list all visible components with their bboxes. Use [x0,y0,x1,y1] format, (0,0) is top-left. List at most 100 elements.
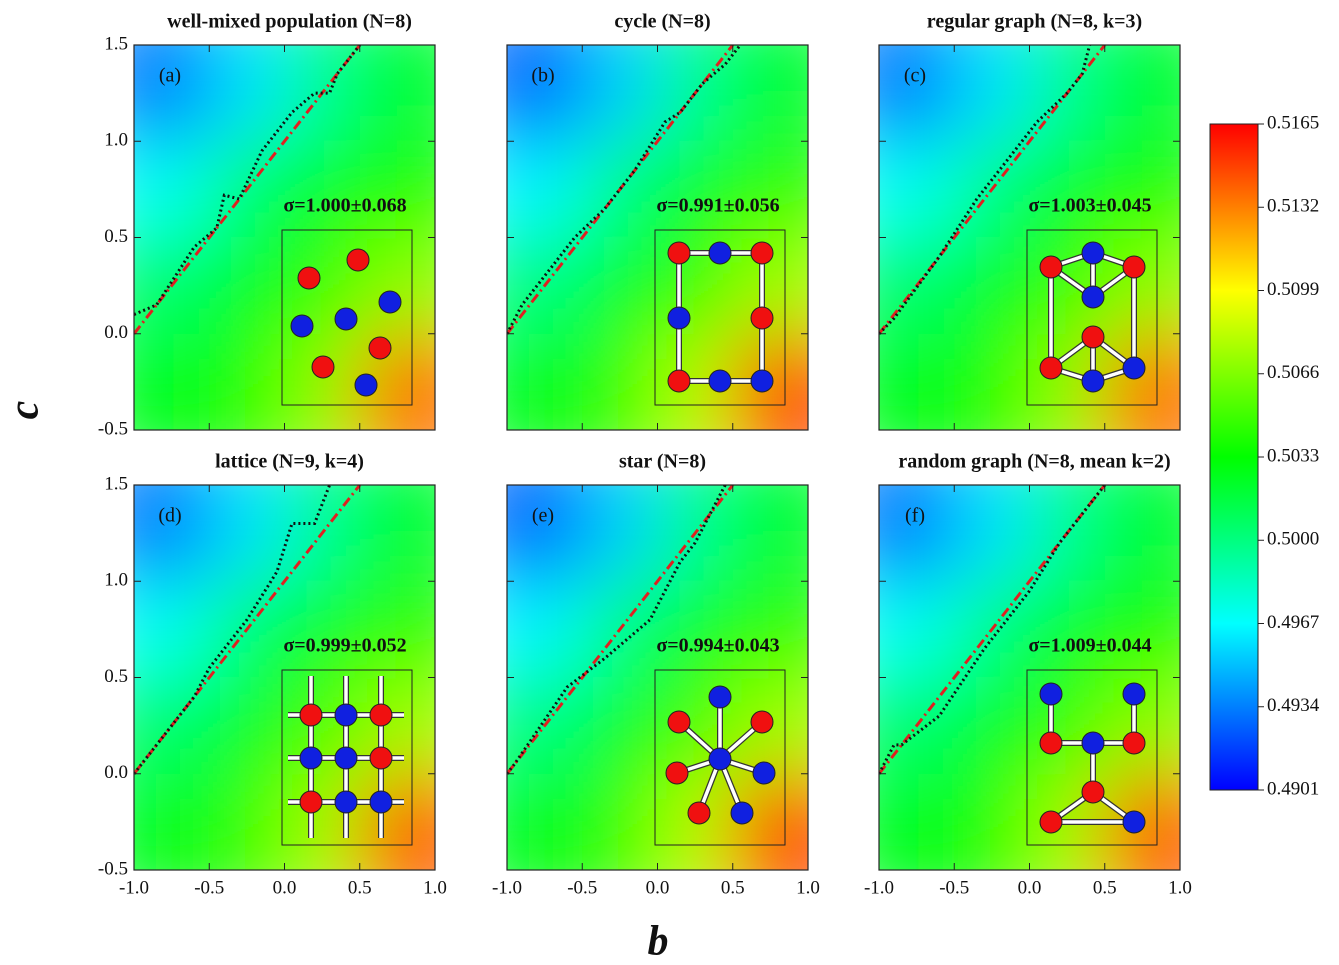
x-tick-label: -0.5 [939,877,969,898]
heat-cell [134,45,211,143]
y-tick-label: 1.0 [104,130,128,151]
curves [879,45,1106,335]
node [665,761,689,785]
node [1039,255,1063,279]
node [1039,356,1063,380]
x-tick-label: 0.0 [1018,877,1042,898]
node [299,703,323,727]
boundary-line [879,485,1106,775]
x-tick-label: 0.0 [273,877,297,898]
heat-cell [134,677,211,775]
node [378,290,402,314]
y-tick-label: 1.5 [104,33,128,54]
boundary-line [134,485,331,775]
heat-cell [359,485,435,583]
heat-cell [954,485,1031,583]
inset-frame [1026,669,1158,846]
heat-cell [657,141,734,239]
node [667,710,691,734]
y-tick-label: 0.5 [104,226,128,247]
curves [134,485,361,775]
heat-cell [582,773,659,870]
colorbar-scale [1209,123,1259,791]
heatmap-cells [879,45,1180,430]
sigma-annotation: σ=1.003±0.045 [1028,195,1151,217]
heatmap-cells [507,485,808,870]
heat-cell [732,485,808,583]
heat-cell [134,141,211,239]
node [750,710,774,734]
heat-cell [879,773,956,870]
node [1081,325,1105,349]
heat-cell [359,237,435,335]
x-tick-label: -1.0 [492,877,522,898]
node [730,801,754,825]
node [1081,285,1105,309]
heatmap-cells [879,485,1180,870]
network-inset [654,229,786,406]
sigma-annotation: σ=1.009±0.044 [1028,635,1151,657]
heat-cell [134,485,211,583]
x-tick-label: 0.5 [721,877,745,898]
heat-cell [879,45,956,143]
heat-cell [209,773,286,870]
heat-cell [507,237,584,335]
heat-cell [359,45,435,143]
panel-letter: (a) [159,65,181,87]
heat-cell [732,333,808,430]
node [1122,731,1146,755]
heat-cell [582,485,659,583]
heatmap [507,45,808,430]
colorbar-tick-label: 0.4967 [1267,612,1319,633]
network-inset [1026,669,1158,846]
node [667,306,691,330]
heat-cell [732,773,808,870]
node [368,336,392,360]
node [1122,682,1146,706]
heat-cell [359,581,435,679]
node [1081,780,1105,804]
heat-cell [582,45,659,143]
heatmap [134,45,435,430]
curves [134,45,361,335]
node [369,746,393,770]
y-tick-label: 1.5 [104,473,128,494]
heatmap [134,485,435,870]
heatmap-cells [134,485,435,870]
node [752,761,776,785]
curves [879,485,1106,775]
y-tick-label: 0.5 [104,666,128,687]
heat-cell [732,677,808,775]
panel: -1.0 -0.5 0.0 0.5 1.0 star (N=8) (e) σ=0.994±0.… [492,451,820,899]
sigma-annotation: σ=0.991±0.056 [656,195,779,217]
panel: regular graph (N=8, k=3) (c) σ=1.003±0.045 [878,11,1181,431]
panel-title: cycle (N=8) [614,11,710,33]
node [334,746,358,770]
heat-cell [1104,141,1180,239]
network-inset [281,669,413,846]
node [1039,731,1063,755]
heatmap [507,485,808,870]
heat-cell [284,581,361,679]
x-tick-label: 1.0 [796,877,820,898]
colorbar-tick-label: 0.5165 [1267,112,1319,133]
inset-frame [281,229,413,406]
heat-cell [209,237,286,335]
sigma-annotation: σ=0.994±0.043 [656,635,779,657]
heat-cell [209,333,286,430]
node [708,685,732,709]
node [1039,810,1063,834]
panel: -1.0 -0.5 0.0 0.5 1.0 random graph (N=8, mean… [864,451,1192,899]
x-tick-label: 1.0 [423,877,447,898]
node [1122,356,1146,380]
heat-cell [732,45,808,143]
heatmap-cells [507,45,808,430]
node [334,703,358,727]
node [687,801,711,825]
heatmap [879,45,1180,430]
colorbar-tick-label: 0.5033 [1267,445,1319,466]
inset-frame [281,669,413,846]
panel-title: lattice (N=9, k=4) [215,451,364,473]
node [708,747,732,771]
